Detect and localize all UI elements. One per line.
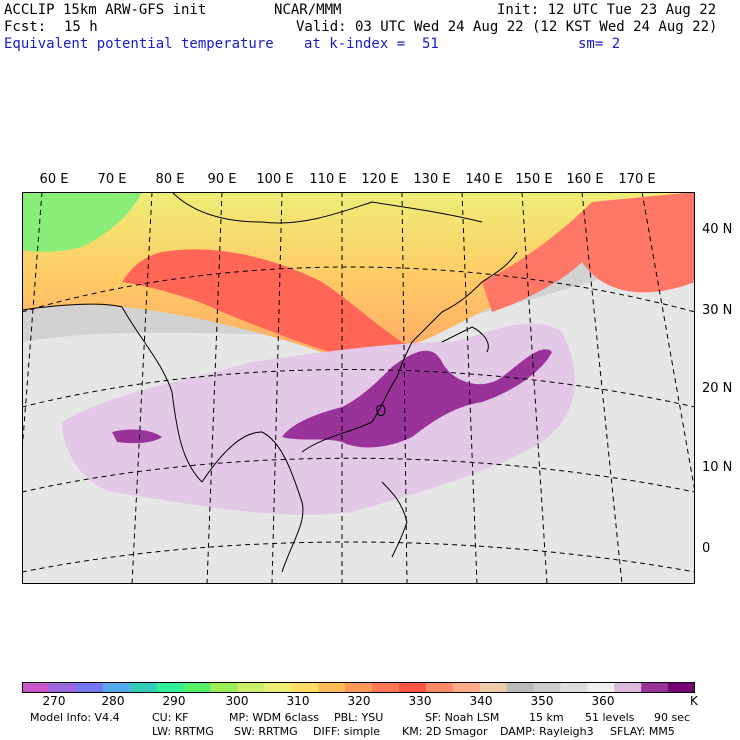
km-scheme: KM: 2D Smagor [402, 725, 488, 738]
lw-scheme: LW: RRTMG [152, 725, 214, 738]
colorbar-swatch [641, 682, 669, 693]
lon-label: 60 E [39, 172, 69, 187]
colorbar-swatch [560, 682, 588, 693]
colorbar-swatch [479, 682, 508, 693]
lon-label: 120 E [361, 172, 399, 187]
pbl-scheme: PBL: YSU [334, 711, 384, 724]
colorbar-swatch [291, 682, 319, 693]
lon-label: 110 E [309, 172, 347, 187]
colorbar-tick: 320 [347, 694, 371, 708]
model-title: ACCLIP 15km ARW-GFS init [4, 2, 207, 18]
moist-core [282, 349, 552, 448]
lat-label: 0 [702, 541, 711, 556]
mp-scheme: MP: WDM 6class [229, 711, 319, 724]
coastlines [22, 192, 518, 573]
diff-scheme: DIFF: simple [313, 725, 381, 738]
colorbar-tick: 340 [469, 694, 493, 708]
colorbar-tick: 270 [42, 694, 66, 708]
colorbar-tick: 310 [286, 694, 310, 708]
colorbar-unit: K [690, 694, 698, 708]
colorbar-swatch [371, 682, 400, 693]
levels: 51 levels [585, 711, 635, 724]
colorbar-swatch [318, 682, 346, 693]
org-label: NCAR/MMM [274, 2, 342, 18]
sw-scheme: SW: RRTMG [234, 725, 298, 738]
colorbar-border [22, 682, 695, 693]
colorbar-swatch [22, 682, 50, 693]
moist-core-west [112, 429, 162, 444]
sflay-scheme: SFLAY: MM5 [610, 725, 675, 738]
lat-label: 10 N [702, 460, 733, 475]
north-field [22, 192, 695, 356]
lon-label: 130 E [413, 172, 451, 187]
lon-label: 100 E [256, 172, 294, 187]
lat-label: 20 N [702, 381, 733, 396]
lon-label: 80 E [155, 172, 185, 187]
colorbar-swatch [533, 682, 561, 693]
colorbar-swatch [345, 682, 373, 693]
lon-label: 70 E [97, 172, 127, 187]
colorbar-tick: 290 [162, 694, 186, 708]
lon-label: 90 E [207, 172, 237, 187]
colorbar-swatch [210, 682, 238, 693]
theta-e-map [22, 192, 695, 584]
colorbar-swatch [129, 682, 158, 693]
valid-time: Valid: 03 UTC Wed 24 Aug 22 (12 KST Wed … [296, 19, 718, 35]
colorbar-swatch [183, 682, 211, 693]
lat-label: 40 N [702, 222, 733, 237]
colorbar-swatch [156, 682, 185, 693]
resolution: 15 km [529, 711, 564, 724]
cold-region [22, 192, 142, 252]
lon-label: 170 E [618, 172, 656, 187]
level-info: at k-index = 51 [304, 36, 439, 52]
map-border [22, 192, 695, 584]
warm-band [122, 249, 432, 362]
colorbar-swatch [614, 682, 642, 693]
cu-scheme: CU: KF [152, 711, 189, 724]
colorbar-swatch [102, 682, 131, 693]
warm-band-east [482, 192, 695, 312]
sf-scheme: SF: Noah LSM [425, 711, 500, 724]
timestep: 90 sec [654, 711, 691, 724]
colorbar-swatch [75, 682, 104, 693]
colorbar [22, 682, 695, 693]
colorbar-swatch [587, 682, 615, 693]
damp-scheme: DAMP: Rayleigh3 [500, 725, 594, 738]
lon-label: 140 E [465, 172, 503, 187]
colorbar-tick: 280 [101, 694, 125, 708]
colorbar-swatch [452, 682, 481, 693]
lat-label: 30 N [702, 303, 733, 318]
model-info: Model Info: V4.4 [30, 711, 120, 724]
colorbar-tick: 330 [408, 694, 432, 708]
colorbar-swatch [668, 682, 695, 693]
lon-label: 160 E [566, 172, 604, 187]
graticule [22, 192, 695, 584]
field-name: Equivalent potential temperature [4, 36, 274, 52]
colorbar-swatch [398, 682, 427, 693]
colorbar-swatch [48, 682, 77, 693]
lon-label: 150 E [515, 172, 553, 187]
colorbar-swatch [506, 682, 534, 693]
colorbar-tick: 360 [591, 694, 615, 708]
colorbar-swatch [264, 682, 292, 693]
smoothing-info: sm= 2 [578, 36, 621, 52]
forecast-label: Fcst: [4, 19, 47, 35]
colorbar-tick: 300 [225, 694, 249, 708]
forecast-hours: 15 h [64, 19, 98, 35]
colorbar-swatch [425, 682, 454, 693]
colorbar-swatch [237, 682, 265, 693]
colorbar-tick: 350 [530, 694, 554, 708]
init-time: Init: 12 UTC Tue 23 Aug 22 [497, 2, 717, 18]
